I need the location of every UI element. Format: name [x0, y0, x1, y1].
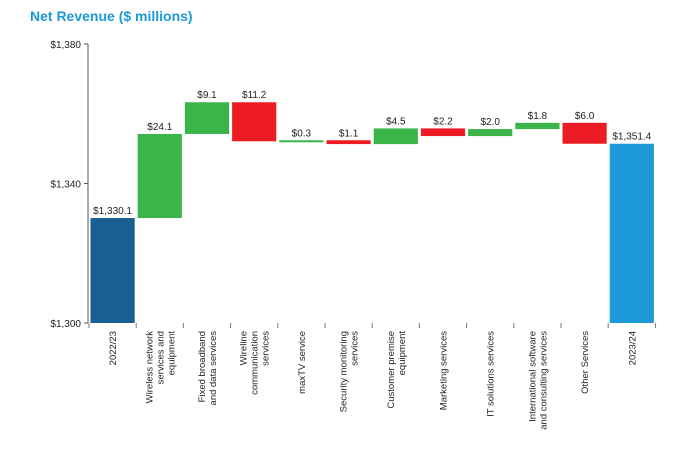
- category-label-line: services: [350, 331, 361, 366]
- bar-value-label: $9.1: [197, 90, 217, 101]
- category-label-line: maxTV service: [297, 331, 308, 394]
- category-label: IT solutions services: [486, 331, 497, 417]
- category-label-line: and data services: [208, 331, 219, 406]
- bar-value-label: $2.2: [433, 116, 453, 127]
- category-label: Customer premise equipment: [386, 331, 408, 409]
- category-label-line: Marketing services: [439, 331, 450, 410]
- category-label-line: communication: [250, 331, 261, 395]
- category-label-line: services and: [155, 331, 166, 384]
- bar-value-label: $1.8: [528, 111, 548, 122]
- bar-value-label: $1.1: [339, 128, 359, 139]
- chart-title: Net Revenue ($ millions): [30, 8, 193, 24]
- category-label: 2023/24: [627, 331, 638, 365]
- category-label-line: Other Services: [580, 331, 591, 394]
- bar-total: [90, 218, 135, 323]
- category-label: Fixed broadband and data services: [197, 331, 219, 406]
- bar-value-label: $11.2: [242, 90, 267, 101]
- bar-decrease: [420, 128, 466, 137]
- bar-increase: [373, 128, 418, 145]
- category-label-line: services: [261, 331, 272, 366]
- bar-decrease: [326, 140, 371, 145]
- y-tick-label: $1,380: [50, 40, 81, 51]
- bar-decrease: [562, 122, 607, 144]
- bar-increase: [515, 122, 560, 130]
- bar-value-label: $4.5: [386, 116, 406, 127]
- bar-value-label: $1,330.1: [93, 206, 132, 217]
- bar-value-label: $0.3: [292, 128, 312, 139]
- category-label-line: equipment: [166, 331, 177, 376]
- bar-increase: [137, 133, 182, 219]
- category-label: International software and consulting ser…: [527, 331, 549, 430]
- category-label-line: 2023/24: [627, 331, 638, 365]
- category-label-line: International software: [527, 331, 538, 422]
- category-label-line: 2022/23: [108, 331, 119, 365]
- category-label-line: and consulting services: [538, 331, 549, 430]
- category-label-line: IT solutions services: [486, 331, 497, 417]
- category-label-line: Wireline: [239, 331, 250, 365]
- bar-value-label: $6.0: [575, 111, 595, 122]
- category-label-line: equipment: [397, 331, 408, 376]
- category-label: Wireline communication services: [239, 331, 272, 395]
- bar-increase: [279, 140, 324, 143]
- category-label: Wireless network services and equipment: [144, 331, 177, 404]
- category-label: maxTV service: [297, 331, 308, 394]
- category-label-line: Fixed broadband: [197, 331, 208, 402]
- y-tick-label: $1,300: [50, 319, 81, 330]
- y-tick-label: $1,340: [50, 180, 81, 191]
- category-label: Other Services: [580, 331, 591, 394]
- category-label: Security monitoring services: [339, 331, 361, 413]
- bar-value-label: $1,351.4: [612, 132, 651, 143]
- category-label-line: Security monitoring: [339, 331, 350, 412]
- bar-increase: [184, 102, 230, 134]
- bar-increase: [468, 129, 513, 137]
- bar-value-label: $2.0: [480, 117, 500, 128]
- category-label: 2022/23: [108, 331, 119, 365]
- category-label: Marketing services: [439, 331, 450, 410]
- bar-value-label: $24.1: [147, 122, 172, 133]
- bar-decrease: [232, 102, 277, 142]
- bar-total: [609, 143, 654, 323]
- category-label-line: Wireless network: [144, 331, 155, 404]
- category-label-line: Customer premise: [386, 331, 397, 409]
